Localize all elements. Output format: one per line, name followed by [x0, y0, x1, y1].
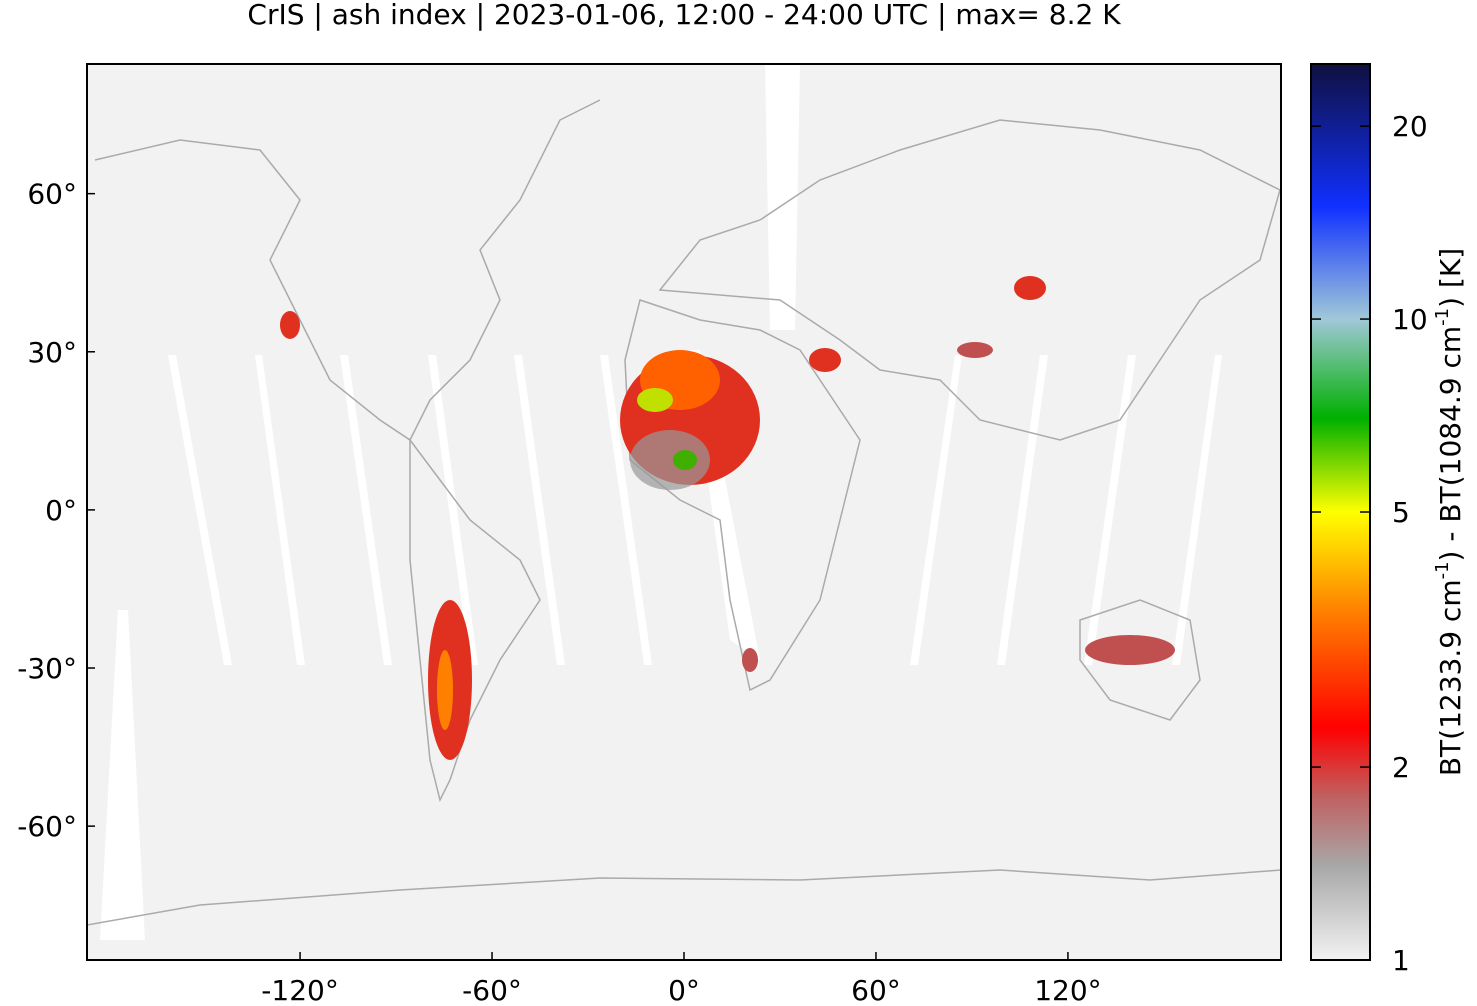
y-tick-label: 0°	[45, 494, 77, 527]
superscript: -1	[1432, 308, 1453, 326]
map	[87, 64, 1281, 960]
colorbar-tick-label: 2	[1392, 751, 1410, 784]
colorbar-tick-label: 1	[1392, 944, 1410, 977]
colorbar: 1 2 5 10 20	[1310, 63, 1428, 977]
x-tick-label: 0°	[668, 974, 700, 1002]
colorbar-tick-label: 5	[1392, 496, 1410, 529]
y-tick-label: -30°	[17, 652, 77, 685]
colorbar-tick-label: 20	[1392, 110, 1428, 143]
x-tick-label: 60°	[851, 974, 901, 1002]
y-tick-label: -60°	[17, 810, 77, 843]
map-background	[87, 64, 1281, 960]
swath-gaps	[100, 64, 1222, 940]
label-part: BT(1233.9 cm	[1434, 579, 1467, 776]
colorbar-label: BT(1233.9 cm-1) - BT(1084.9 cm-1) [K]	[1432, 248, 1467, 776]
x-tick-label: 120°	[1034, 974, 1101, 1002]
chart-title: CrIS | ash index | 2023-01-06, 12:00 - 2…	[247, 0, 1121, 31]
label-part: ) [K]	[1434, 248, 1467, 308]
colorbar-tick-label: 10	[1392, 303, 1428, 336]
x-tick-label: -120°	[261, 974, 339, 1002]
y-tick-label: 30°	[27, 336, 77, 369]
superscript: -1	[1432, 561, 1453, 579]
y-tick-label: 60°	[27, 178, 77, 211]
label-part: ) - BT(1084.9 cm	[1434, 326, 1467, 562]
ash-signal	[280, 276, 1175, 760]
x-tick-label: -60°	[462, 974, 522, 1002]
